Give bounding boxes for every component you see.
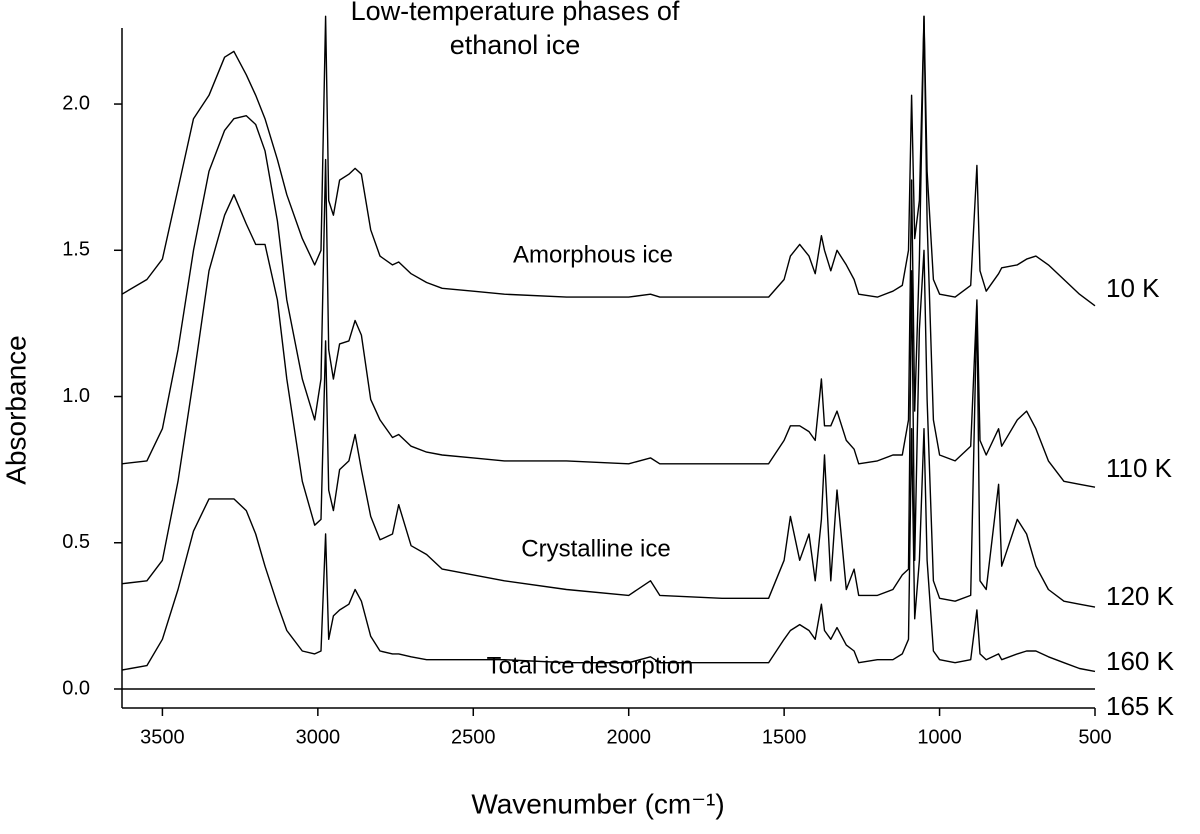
- x-axis-label: Wavenumber (cm⁻¹): [471, 788, 724, 819]
- x-tick-label: 500: [1078, 726, 1111, 748]
- plot-area: [122, 15, 1096, 690]
- spectrum-line: [122, 194, 1096, 608]
- x-tick-label: 1500: [762, 726, 807, 748]
- spectrum-line: [122, 15, 1096, 488]
- series-label: 110 K: [1106, 453, 1173, 483]
- spectrum-line: [122, 428, 1096, 673]
- y-tick-label: 1.5: [62, 239, 90, 261]
- x-tick-label: 2500: [451, 726, 496, 748]
- y-tick-label: 1.0: [62, 385, 90, 407]
- series-label: 10 K: [1106, 273, 1160, 303]
- series-label: 165 K: [1106, 691, 1175, 721]
- y-tick-label: 0.5: [62, 531, 90, 553]
- chart-title: Low-temperature phases of ethanol ice: [350, 0, 680, 60]
- y-axis-label: Absorbance: [0, 335, 31, 484]
- series-label: 120 K: [1106, 581, 1175, 611]
- spectrum-line: [122, 15, 1096, 307]
- annotation: Crystalline ice: [521, 535, 670, 562]
- annotation: Total ice desorption: [487, 652, 694, 679]
- y-tick-label: 0.0: [62, 677, 90, 699]
- x-tick-label: 3500: [140, 726, 185, 748]
- annotation: Amorphous ice: [513, 241, 673, 268]
- x-tick-label: 1000: [917, 726, 962, 748]
- x-tick-label: 3000: [296, 726, 341, 748]
- series-label: 160 K: [1106, 646, 1175, 676]
- x-tick-label: 2000: [606, 726, 651, 748]
- y-tick-label: 2.0: [62, 92, 90, 114]
